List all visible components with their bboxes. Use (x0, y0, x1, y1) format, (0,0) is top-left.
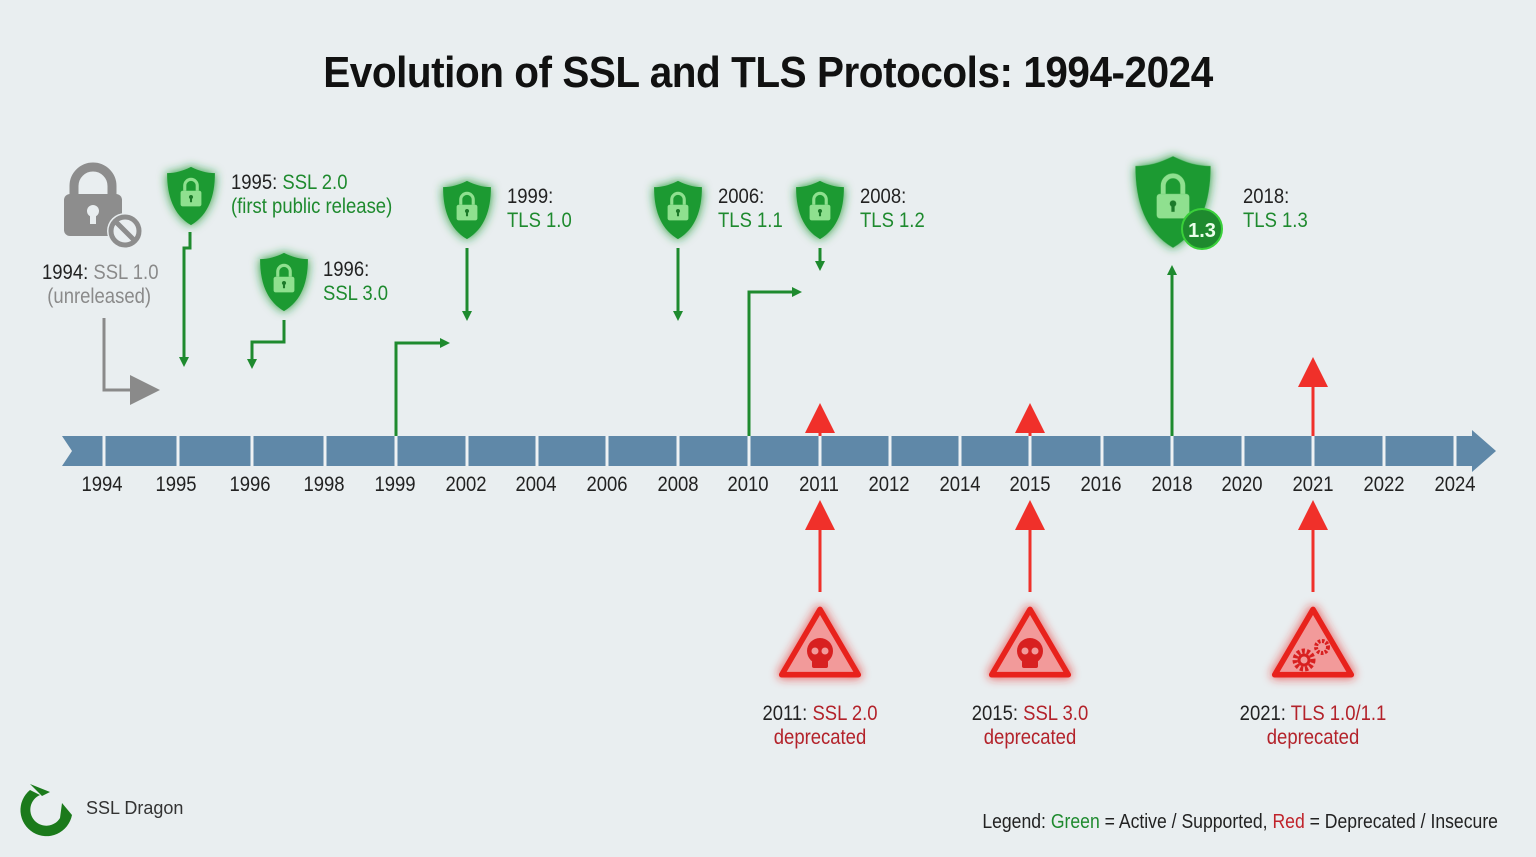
year-tick: 2006 (586, 473, 628, 496)
release-protocol: TLS 1.2 (860, 209, 925, 232)
release-year: 1994: (42, 261, 89, 284)
release-protocol: SSL 1.0 (93, 261, 159, 284)
ssl-dragon-logo (20, 784, 72, 837)
version-badge: 1.3 (1181, 208, 1223, 250)
deprecation-label-ssl-2-0: 2011: SSL 2.0 deprecated (732, 702, 908, 750)
shield-lock-icon (794, 179, 846, 241)
page-title: Evolution of SSL and TLS Protocols: 1994… (323, 48, 1213, 97)
release-year: 1995: (231, 171, 278, 194)
year-tick: 1994 (81, 473, 123, 496)
legend: Legend: Green = Active / Supported, Red … (982, 811, 1498, 834)
protocol-bars (176, 283, 1458, 398)
release-protocol: TLS 1.0 (507, 209, 572, 232)
deprecation-note: deprecated (773, 726, 867, 749)
release-year: 1996: (323, 258, 370, 281)
release-label-tls-1-0: 1999: TLS 1.0 (507, 185, 572, 233)
timeline-axis (62, 430, 1496, 472)
release-year: 2018: (1243, 185, 1290, 208)
deprecation-year: 2011: (762, 702, 808, 725)
deprecation-label-ssl-3-0: 2015: SSL 3.0 deprecated (942, 702, 1118, 750)
release-protocol: TLS 1.3 (1243, 209, 1308, 232)
year-tick: 2020 (1221, 473, 1263, 496)
shield-lock-icon (652, 179, 704, 241)
year-tick: 2016 (1080, 473, 1122, 496)
warning-gears-icon (1275, 609, 1352, 674)
release-label-ssl-1-0: 1994: SSL 1.0 (unreleased) (42, 261, 158, 309)
svg-text:1.3: 1.3 (1188, 220, 1216, 242)
release-year: 2006: (718, 185, 765, 208)
legend-green-desc: = Active / Supported, (1099, 811, 1273, 833)
release-label-tls-1-3: 2018: TLS 1.3 (1243, 185, 1308, 233)
legend-red-desc: = Deprecated / Insecure (1304, 811, 1498, 833)
deprecation-note: deprecated (1266, 726, 1360, 749)
year-tick: 2004 (515, 473, 557, 496)
lock-prohibited-icon (64, 162, 143, 249)
year-tick: 2010 (727, 473, 769, 496)
skull-glyphs (807, 638, 1043, 668)
release-protocol: SSL 2.0 (282, 171, 348, 194)
release-label-ssl-3-0: 1996: SSL 3.0 (323, 258, 388, 306)
year-tick: 1998 (303, 473, 345, 496)
gears-glyph (1292, 639, 1330, 672)
year-tick: 2014 (939, 473, 981, 496)
release-label-ssl-2-0: 1995: SSL 2.0 (first public release) (231, 171, 392, 219)
year-tick: 2022 (1363, 473, 1405, 496)
release-protocol: SSL 3.0 (323, 282, 389, 305)
release-protocol: TLS 1.1 (718, 209, 783, 232)
deprecation-protocol: TLS 1.0/1.1 (1290, 702, 1387, 725)
shield-lock-icon (258, 251, 310, 313)
deprecation-protocol: SSL 2.0 (812, 702, 878, 725)
deprecation-year: 2021: (1239, 702, 1286, 725)
legend-red-word: Red (1272, 811, 1305, 833)
deprecation-year: 2015: (971, 702, 1019, 725)
shield-lock-icon (165, 165, 217, 227)
year-tick: 2018 (1151, 473, 1193, 496)
legend-prefix: Legend: (982, 811, 1051, 833)
release-label-tls-1-1: 2006: TLS 1.1 (718, 185, 783, 233)
year-tick: 2024 (1434, 473, 1476, 496)
deprecation-note: deprecated (983, 726, 1077, 749)
year-tick: 1996 (229, 473, 271, 496)
year-tick: 2011 (799, 473, 839, 496)
release-note: (first public release) (231, 195, 393, 218)
year-tick: 1995 (155, 473, 197, 496)
deprecation-protocol: SSL 3.0 (1023, 702, 1089, 725)
shield-lock-icon (441, 179, 493, 241)
release-connectors (102, 232, 1177, 436)
year-tick: 2012 (868, 473, 910, 496)
deprecation-label-tls-1-0-1-1: 2021: TLS 1.0/1.1 deprecated (1216, 702, 1410, 750)
release-year: 2008: (860, 185, 907, 208)
deprecation-connectors (805, 357, 1328, 592)
brand-name: SSL Dragon (86, 798, 184, 818)
year-tick: 2021 (1292, 473, 1334, 496)
year-tick: 2002 (445, 473, 487, 496)
legend-green-word: Green (1050, 811, 1100, 833)
release-year: 1999: (507, 185, 554, 208)
release-label-tls-1-2: 2008: TLS 1.2 (860, 185, 925, 233)
year-tick: 2015 (1009, 473, 1051, 496)
year-tick: 2008 (657, 473, 699, 496)
year-tick: 1999 (374, 473, 416, 496)
release-note: (unreleased) (47, 285, 152, 308)
